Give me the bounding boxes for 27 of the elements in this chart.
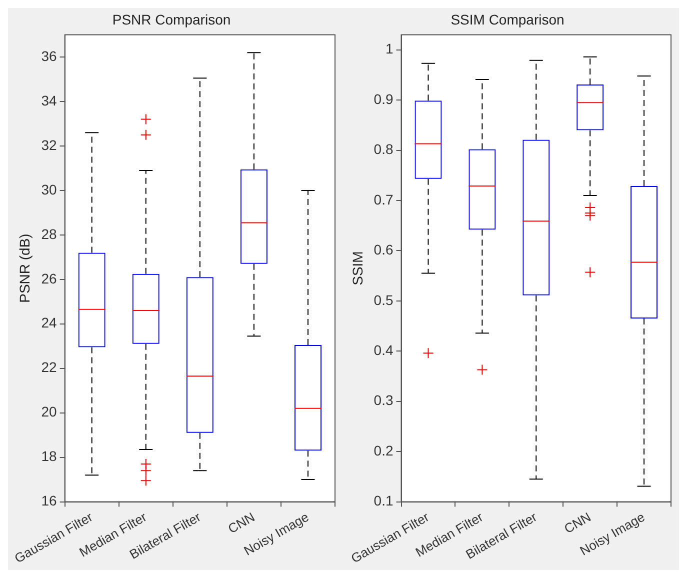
y-tick-label: 0.2 (374, 442, 394, 458)
y-axis-title: PSNR (dB) (16, 234, 33, 303)
y-tick-label: 0.8 (374, 141, 394, 158)
y-tick-label: 0.7 (374, 191, 394, 208)
y-tick-label: 20 (41, 404, 58, 420)
y-tick-label: 36 (41, 48, 58, 64)
x-tick-label: CNN (561, 509, 594, 536)
y-tick-label: 34 (41, 92, 58, 108)
chart-title: SSIM Comparison (450, 11, 564, 28)
x-tick-label: CNN (225, 509, 258, 536)
y-tick-label: 0.4 (374, 342, 394, 358)
y-tick-label: 1 (385, 40, 394, 57)
y-tick-label: 28 (41, 226, 58, 242)
y-tick-label: 30 (41, 181, 58, 198)
y-axis-title: SSIM (349, 251, 366, 286)
y-tick-label: 26 (41, 270, 58, 286)
y-tick-label: 24 (41, 314, 58, 331)
y-tick-label: 0.5 (374, 292, 394, 308)
y-tick-label: 0.6 (374, 242, 394, 258)
y-tick-label: 18 (41, 448, 58, 464)
chart-title: PSNR Comparison (112, 11, 231, 28)
y-tick-label: 0.3 (374, 392, 394, 408)
y-tick-label: 0.1 (374, 492, 394, 509)
y-tick-label: 22 (41, 359, 58, 376)
y-tick-label: 0.9 (374, 90, 394, 107)
y-tick-label: 16 (41, 492, 58, 509)
y-tick-label: 32 (41, 136, 58, 153)
